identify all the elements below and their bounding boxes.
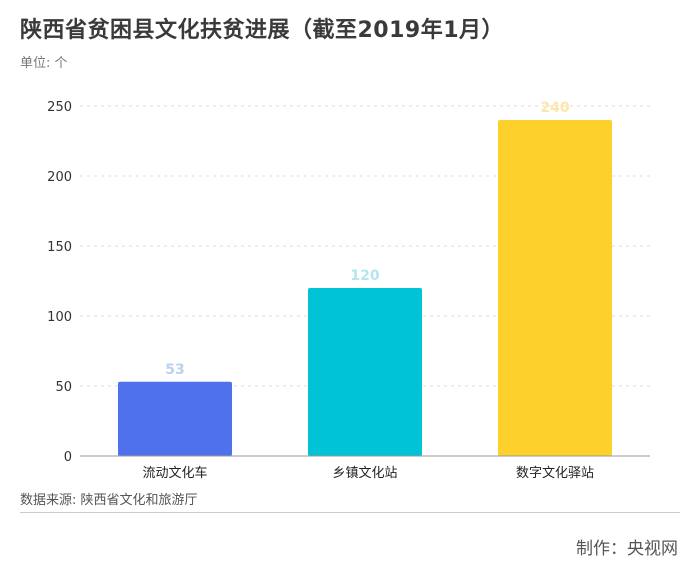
- value-label: 240: [540, 100, 569, 116]
- credit: 制作：央视网: [576, 539, 678, 559]
- unit-label: 单位: 个: [20, 56, 68, 71]
- bar: [118, 381, 232, 456]
- value-label: 53: [165, 362, 184, 378]
- bar-chart: 0 50 100 150 200 250 53 120 240 流动文化车 乡镇文化站 数字文化驿…: [47, 100, 650, 480]
- y-tick-label: 50: [55, 380, 72, 395]
- bar: [308, 288, 422, 456]
- y-tick-label: 150: [47, 240, 72, 255]
- bars: [118, 120, 612, 456]
- divider: [20, 512, 680, 513]
- y-tick-label: 100: [47, 310, 72, 325]
- source-note: 数据来源: 陕西省文化和旅游厅: [20, 493, 198, 508]
- bar: [498, 120, 612, 456]
- y-tick-label: 200: [47, 170, 72, 185]
- value-label: 120: [350, 268, 379, 284]
- chart-title: 陕西省贫困县文化扶贫进展（截至2019年1月）: [20, 18, 505, 43]
- x-tick-label: 乡镇文化站: [332, 466, 397, 480]
- x-tick-label: 数字文化驿站: [516, 466, 594, 480]
- value-labels: 53 120 240: [165, 100, 570, 378]
- x-tick-label: 流动文化车: [142, 465, 207, 480]
- x-tick-labels: 流动文化车 乡镇文化站 数字文化驿站: [142, 465, 594, 480]
- y-tick-labels: 0 50 100 150 200 250: [47, 100, 72, 465]
- y-tick-label: 250: [47, 100, 72, 115]
- y-tick-label: 0: [64, 450, 72, 465]
